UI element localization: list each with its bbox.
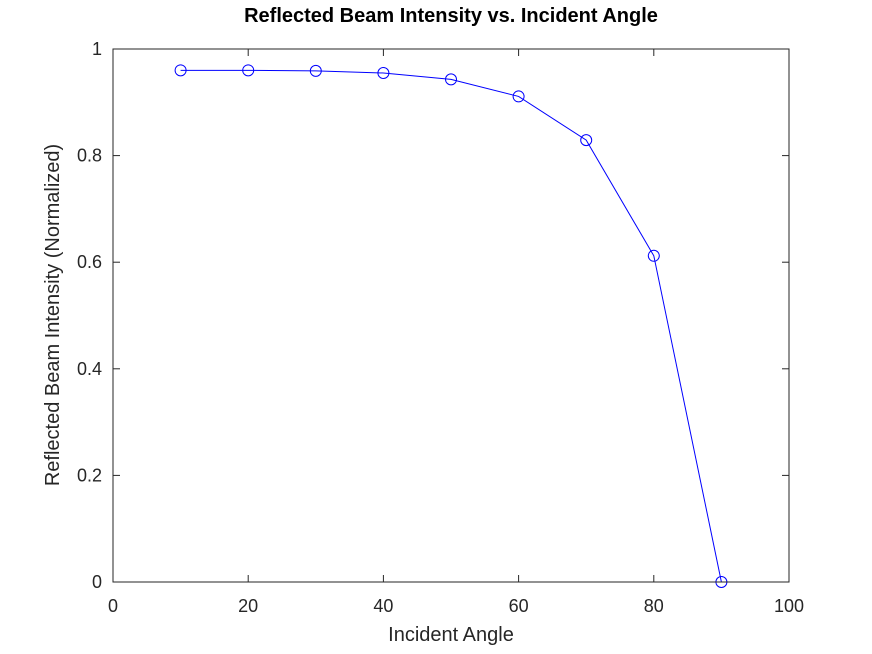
series-line: [180, 69, 722, 583]
y-tick-label: 0.2: [77, 465, 102, 485]
y-tick-label: 0.6: [77, 252, 102, 272]
chart-title: Reflected Beam Intensity vs. Incident An…: [244, 5, 658, 27]
x-tick-label: 100: [774, 596, 804, 616]
x-tick-label: 0: [108, 596, 118, 616]
data-point: [512, 90, 525, 103]
x-tick-label: 60: [509, 596, 529, 616]
data-point: [580, 134, 593, 147]
y-tick-label: 0: [92, 572, 102, 592]
y-tick-label: 1: [92, 39, 102, 59]
x-tick-label: 40: [373, 596, 393, 616]
plot-background: [113, 49, 789, 582]
y-axis-ticks: 0 0.2 0.4 0.6 0.8 1: [77, 39, 789, 592]
x-tick-label: 20: [238, 596, 258, 616]
data-point: [647, 249, 660, 262]
data-point: [377, 66, 390, 79]
x-tick-label: 80: [644, 596, 664, 616]
data-point: [174, 64, 187, 77]
data-point: [445, 73, 457, 86]
y-tick-label: 0.4: [77, 359, 102, 379]
data-point: [242, 64, 255, 77]
data-point: [309, 64, 322, 77]
plot-frame: [112, 48, 790, 583]
x-axis-ticks: 0 20 40 60 80 100: [108, 49, 804, 616]
y-tick-label: 0.8: [77, 146, 102, 166]
y-axis-label: Reflected Beam Intensity (Normalized): [42, 144, 64, 486]
x-axis-label: Incident Angle: [388, 624, 514, 646]
